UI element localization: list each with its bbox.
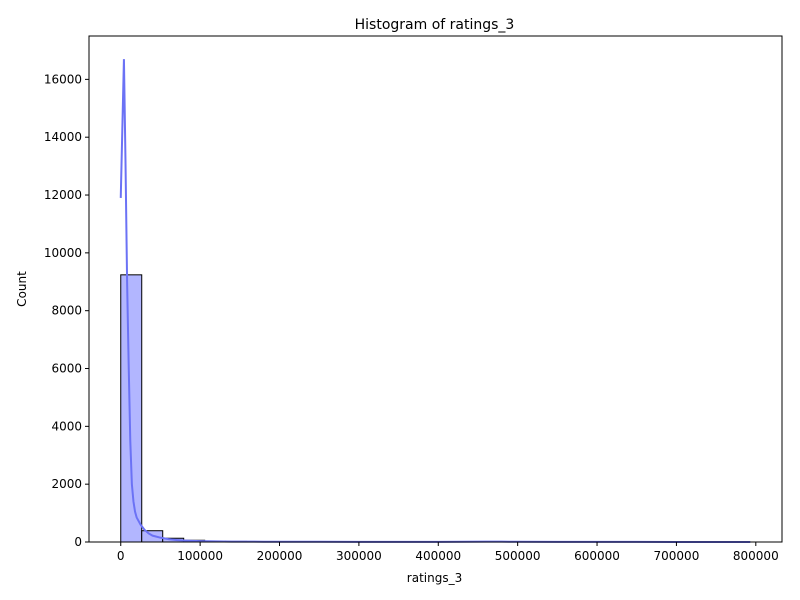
y-tick-label: 14000 <box>44 130 82 144</box>
y-tick-label: 4000 <box>51 419 82 433</box>
y-tick-label: 12000 <box>44 188 82 202</box>
y-axis-ticks: 0 2000 4000 6000 8000 10000 12000 14000 16000 <box>44 72 89 549</box>
y-tick-label: 16000 <box>44 72 82 86</box>
x-tick-label: 500000 <box>495 549 541 563</box>
x-tick-label: 600000 <box>574 549 620 563</box>
x-tick-label: 400000 <box>415 549 461 563</box>
histogram-bars <box>120 274 751 543</box>
x-axis-ticks: 0 100000 200000 300000 400000 500000 600000 700… <box>117 542 779 563</box>
y-tick-label: 10000 <box>44 246 82 260</box>
x-tick-label: 800000 <box>733 549 779 563</box>
kde-curve <box>119 59 751 543</box>
x-tick-label: 100000 <box>177 549 223 563</box>
x-tick-label: 0 <box>117 549 125 563</box>
x-tick-label: 200000 <box>257 549 303 563</box>
x-tick-label: 300000 <box>336 549 382 563</box>
histogram-bar <box>120 274 143 543</box>
chart-title: Histogram of ratings_3 <box>355 17 515 33</box>
y-axis-label: Count <box>15 271 29 307</box>
plot-frame <box>88 35 783 543</box>
y-tick-label: 2000 <box>51 477 82 491</box>
y-tick-label: 6000 <box>51 362 82 376</box>
y-tick-label: 8000 <box>51 304 82 318</box>
x-tick-label: 700000 <box>654 549 700 563</box>
y-tick-label: 0 <box>74 535 82 549</box>
x-axis-label: ratings_3 <box>407 571 462 585</box>
